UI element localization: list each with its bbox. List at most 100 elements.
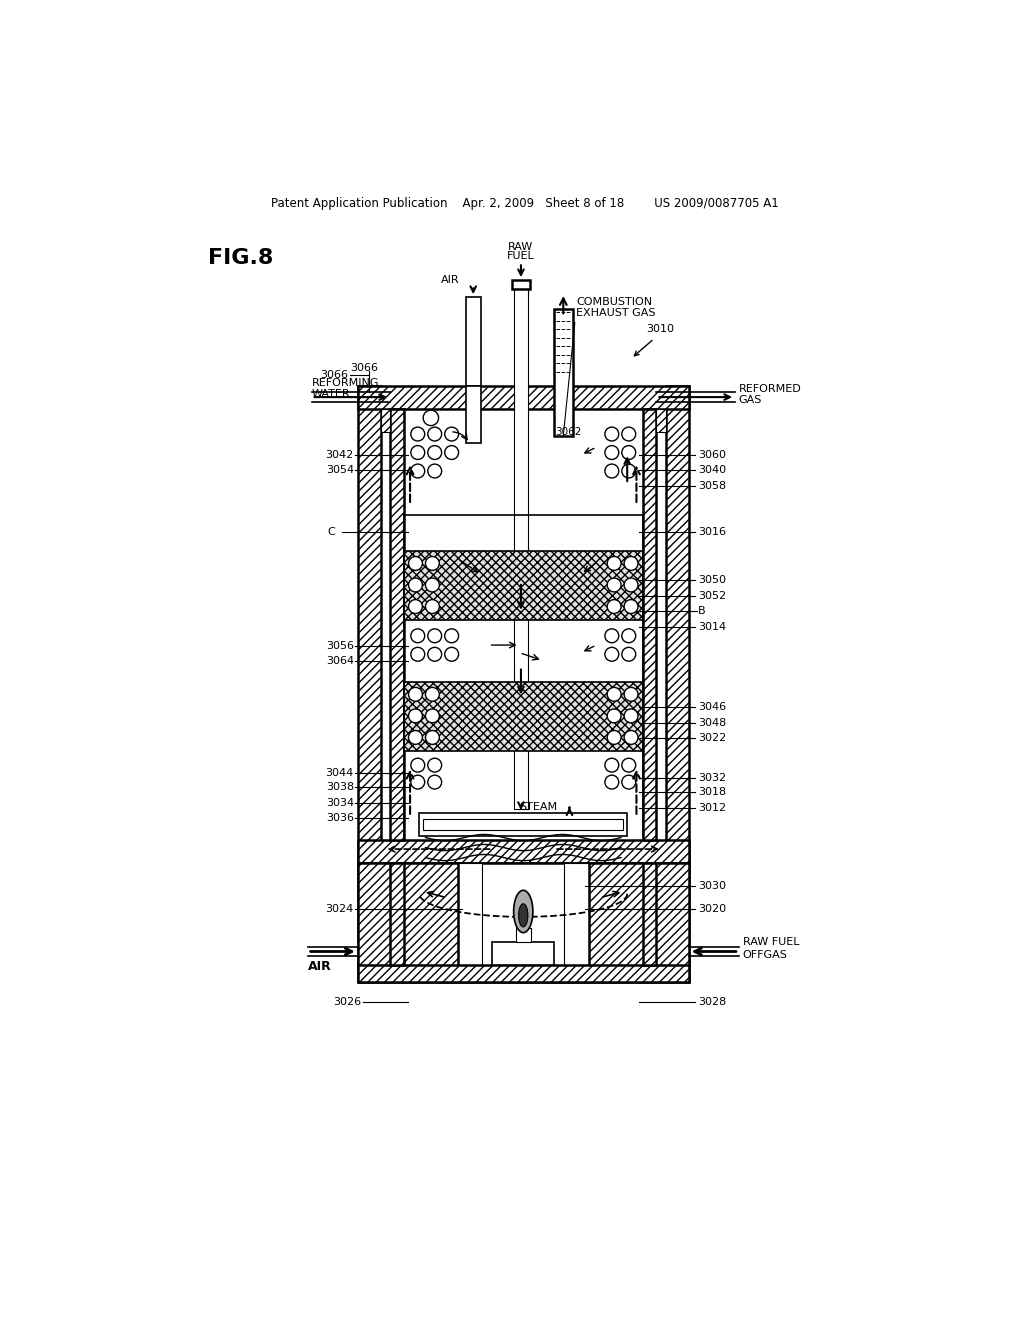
Text: GAS: GAS <box>739 395 762 405</box>
Bar <box>403 682 643 751</box>
Text: 3030: 3030 <box>698 880 726 891</box>
Bar <box>357 385 381 863</box>
Circle shape <box>444 446 459 459</box>
Circle shape <box>625 709 638 723</box>
Circle shape <box>428 775 441 789</box>
Circle shape <box>607 557 621 570</box>
Bar <box>458 863 482 965</box>
Text: 3012: 3012 <box>698 803 726 813</box>
Text: 3034: 3034 <box>326 797 354 808</box>
Bar <box>357 385 689 409</box>
Circle shape <box>605 758 618 772</box>
Text: Patent Application Publication    Apr. 2, 2009   Sheet 8 of 18        US 2009/00: Patent Application Publication Apr. 2, 2… <box>271 197 778 210</box>
Circle shape <box>425 709 439 723</box>
Bar <box>423 818 624 830</box>
Text: 3010: 3010 <box>646 325 675 334</box>
Text: AIR: AIR <box>307 961 332 973</box>
Circle shape <box>411 628 425 643</box>
Circle shape <box>622 446 636 459</box>
Text: AIR: AIR <box>440 275 460 285</box>
Circle shape <box>444 647 459 661</box>
Bar <box>589 863 689 966</box>
Circle shape <box>411 775 425 789</box>
Text: 3038: 3038 <box>326 783 354 792</box>
Bar <box>514 289 528 809</box>
Circle shape <box>622 758 636 772</box>
Text: EXHAUST GAS: EXHAUST GAS <box>577 308 656 318</box>
Circle shape <box>607 578 621 591</box>
Bar <box>466 385 481 444</box>
Bar <box>419 813 628 836</box>
Circle shape <box>605 446 618 459</box>
Bar <box>357 863 689 982</box>
Text: RAW: RAW <box>508 242 534 252</box>
Text: 3016: 3016 <box>698 527 726 537</box>
Bar <box>466 297 481 385</box>
Text: 3028: 3028 <box>698 997 726 1007</box>
Text: 3052: 3052 <box>698 591 726 601</box>
Circle shape <box>625 730 638 744</box>
Bar <box>403 552 643 620</box>
Text: FUEL: FUEL <box>507 251 535 261</box>
Text: COMBUSTION: COMBUSTION <box>577 297 652 308</box>
Circle shape <box>625 557 638 570</box>
Circle shape <box>428 628 441 643</box>
Circle shape <box>607 709 621 723</box>
Text: 3056: 3056 <box>326 640 354 651</box>
Text: 3042: 3042 <box>326 450 354 459</box>
Circle shape <box>625 578 638 591</box>
Circle shape <box>425 599 439 614</box>
Circle shape <box>622 628 636 643</box>
Circle shape <box>605 775 618 789</box>
Circle shape <box>605 428 618 441</box>
Circle shape <box>409 557 422 570</box>
Bar <box>656 409 666 432</box>
Text: 3062: 3062 <box>556 426 582 437</box>
Text: 3032: 3032 <box>698 774 726 783</box>
Circle shape <box>428 647 441 661</box>
Circle shape <box>409 709 422 723</box>
Text: WATER: WATER <box>311 389 350 399</box>
Ellipse shape <box>518 904 528 927</box>
Circle shape <box>425 730 439 744</box>
Text: OFFGAS: OFFGAS <box>742 949 787 960</box>
Text: 3044: 3044 <box>326 768 354 777</box>
Circle shape <box>411 446 425 459</box>
Circle shape <box>625 599 638 614</box>
Circle shape <box>423 411 438 425</box>
Bar <box>554 309 572 436</box>
Text: FIG.8: FIG.8 <box>208 248 273 268</box>
Bar <box>564 863 589 965</box>
Bar <box>390 409 403 840</box>
Bar <box>643 409 656 840</box>
Text: 3020: 3020 <box>698 904 726 915</box>
Circle shape <box>605 628 618 643</box>
Circle shape <box>411 465 425 478</box>
Text: RAW FUEL: RAW FUEL <box>742 937 799 948</box>
Circle shape <box>428 446 441 459</box>
Circle shape <box>622 428 636 441</box>
Text: 3058: 3058 <box>698 480 726 491</box>
Text: B: B <box>698 606 706 616</box>
Circle shape <box>444 428 459 441</box>
Text: 3066: 3066 <box>350 363 378 372</box>
Circle shape <box>409 578 422 591</box>
Text: 3046: 3046 <box>698 702 726 713</box>
Text: 3054: 3054 <box>326 465 354 475</box>
Circle shape <box>409 599 422 614</box>
Bar <box>390 863 403 965</box>
Bar <box>643 863 656 965</box>
Circle shape <box>622 465 636 478</box>
Circle shape <box>411 647 425 661</box>
Ellipse shape <box>514 890 532 933</box>
Bar <box>357 863 458 966</box>
Text: 3048: 3048 <box>698 718 726 727</box>
Bar <box>381 409 390 432</box>
Circle shape <box>607 599 621 614</box>
Text: 3036: 3036 <box>326 813 354 824</box>
Text: 3050: 3050 <box>698 576 726 585</box>
Text: 3066: 3066 <box>321 370 348 380</box>
Circle shape <box>607 730 621 744</box>
Circle shape <box>409 688 422 701</box>
Text: 3060: 3060 <box>698 450 726 459</box>
